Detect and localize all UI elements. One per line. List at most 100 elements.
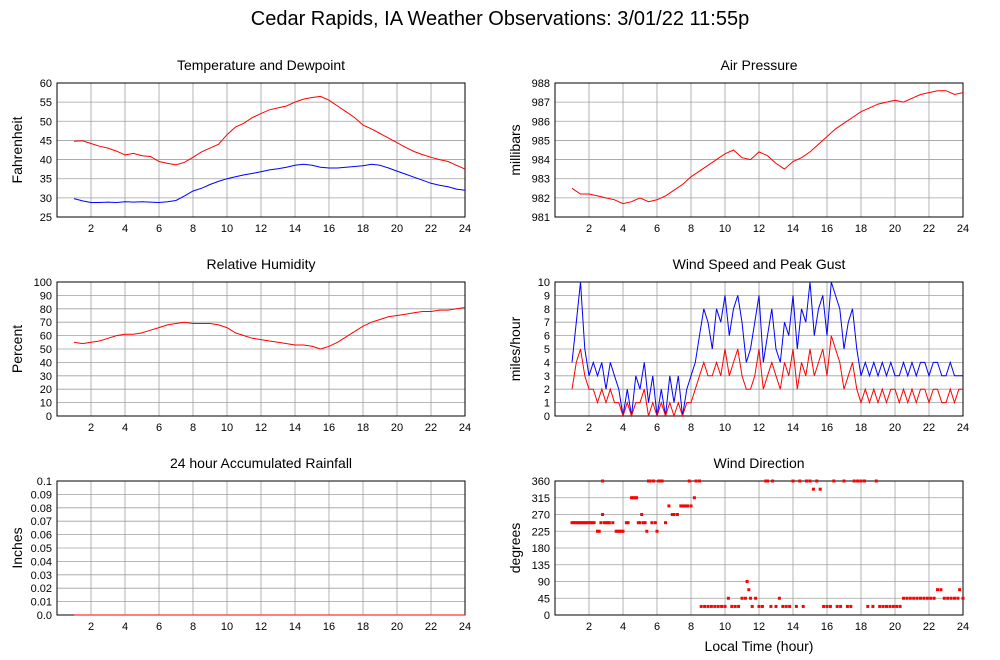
data-point <box>740 596 744 600</box>
data-point <box>859 479 863 483</box>
data-point <box>808 479 812 483</box>
data-point <box>602 521 606 525</box>
x-tick-label: 8 <box>190 422 196 434</box>
y-tick-label: 25 <box>40 212 52 224</box>
y-tick-label: 0.08 <box>31 503 52 515</box>
data-point <box>925 596 929 600</box>
data-point <box>842 479 846 483</box>
data-point <box>584 521 588 525</box>
data-point <box>597 529 601 533</box>
x-tick-label: 4 <box>620 422 626 434</box>
x-tick-label: 8 <box>688 621 694 633</box>
data-point <box>832 479 836 483</box>
data-point <box>754 596 758 600</box>
data-point <box>801 604 805 608</box>
data-point <box>682 504 686 508</box>
x-tick-label: 12 <box>255 422 267 434</box>
data-point <box>856 479 860 483</box>
data-point <box>798 479 802 483</box>
data-point <box>828 604 832 608</box>
x-tick-label: 22 <box>923 422 935 434</box>
data-point <box>788 604 792 608</box>
plot-frame <box>554 82 964 218</box>
data-point <box>689 504 693 508</box>
y-tick-label: 9 <box>544 290 550 302</box>
y-tick-label: 8 <box>544 304 550 316</box>
data-point <box>618 529 622 533</box>
y-tick-label: 0.07 <box>31 516 52 528</box>
data-point <box>956 596 960 600</box>
data-point <box>580 521 584 525</box>
data-point <box>885 604 888 608</box>
x-tick-label: 24 <box>459 621 471 633</box>
y-tick-label: 0.04 <box>31 556 52 568</box>
chart-title: 24 hour Accumulated Rainfall <box>170 455 352 471</box>
plot-frame <box>56 82 466 218</box>
data-point <box>822 604 826 608</box>
data-point <box>652 479 656 483</box>
data-point <box>614 529 618 533</box>
y-tick-label: 986 <box>532 116 550 128</box>
chart-temp: Temperature and Dewpoint Fahrenheit 25 30 35… <box>9 57 471 235</box>
x-tick-label: 16 <box>821 621 833 633</box>
y-tick-label: 0.01 <box>31 597 52 609</box>
data-point <box>643 521 647 525</box>
data-point <box>958 588 962 592</box>
data-point <box>675 513 679 516</box>
x-tick-label: 22 <box>923 621 935 633</box>
data-point <box>811 487 815 491</box>
x-tick-label: 6 <box>156 223 162 235</box>
data-point <box>757 604 761 608</box>
data-point <box>922 596 926 600</box>
y-tick-label: 30 <box>40 371 52 383</box>
x-tick-label: 14 <box>289 621 301 633</box>
chart-title: Wind Direction <box>713 455 804 471</box>
data-point <box>912 596 916 600</box>
data-point <box>645 529 649 533</box>
y-tick-label: 60 <box>40 331 52 343</box>
data-point <box>604 521 608 525</box>
x-tick-label: 2 <box>586 422 592 434</box>
data-point <box>672 513 676 516</box>
data-point <box>638 521 642 525</box>
chart-title: Temperature and Dewpoint <box>177 57 345 73</box>
y-tick-label: 10 <box>40 398 52 410</box>
data-point <box>891 604 895 608</box>
y-axis-label: Fahrenheit <box>9 116 25 183</box>
y-tick-label: 6 <box>544 331 550 343</box>
data-point <box>698 479 701 483</box>
x-tick-label: 20 <box>889 422 901 434</box>
data-point <box>815 479 819 483</box>
x-tick-label: 2 <box>88 621 94 633</box>
y-tick-label: 50 <box>40 344 52 356</box>
data-point <box>932 596 936 600</box>
y-tick-label: 0 <box>46 411 52 423</box>
series-line-0 <box>571 90 964 205</box>
x-tick-label: 8 <box>190 621 196 633</box>
series-line-0 <box>73 95 466 170</box>
data-point <box>749 596 752 600</box>
data-point <box>670 513 674 516</box>
y-tick-label: 0.05 <box>31 543 52 555</box>
x-tick-label: 8 <box>688 422 694 434</box>
y-tick-label: 80 <box>40 304 52 316</box>
x-tick-label: 8 <box>190 223 196 235</box>
x-tick-label: 12 <box>753 621 765 633</box>
data-point <box>601 513 605 516</box>
x-tick-label: 18 <box>855 422 867 434</box>
chart-direction: Wind Direction degrees 0 45 90 135 180 225 270 31… <box>507 455 969 633</box>
data-point <box>660 479 664 483</box>
y-axis-label: miles/hour <box>507 316 523 381</box>
data-point <box>774 604 778 608</box>
x-tick-label: 4 <box>122 223 128 235</box>
chart-pressure: Air Pressure millibars 981 982 983 984 985 986 9… <box>507 57 969 235</box>
x-tick-label: 4 <box>620 621 626 633</box>
data-point <box>919 596 922 600</box>
data-point <box>874 479 878 483</box>
y-tick-label: 4 <box>544 357 550 369</box>
data-point <box>684 504 688 508</box>
data-point <box>745 580 749 583</box>
y-tick-label: 1 <box>544 398 550 410</box>
y-tick-label: 0.0 <box>37 610 52 622</box>
x-tick-label: 22 <box>425 223 437 235</box>
